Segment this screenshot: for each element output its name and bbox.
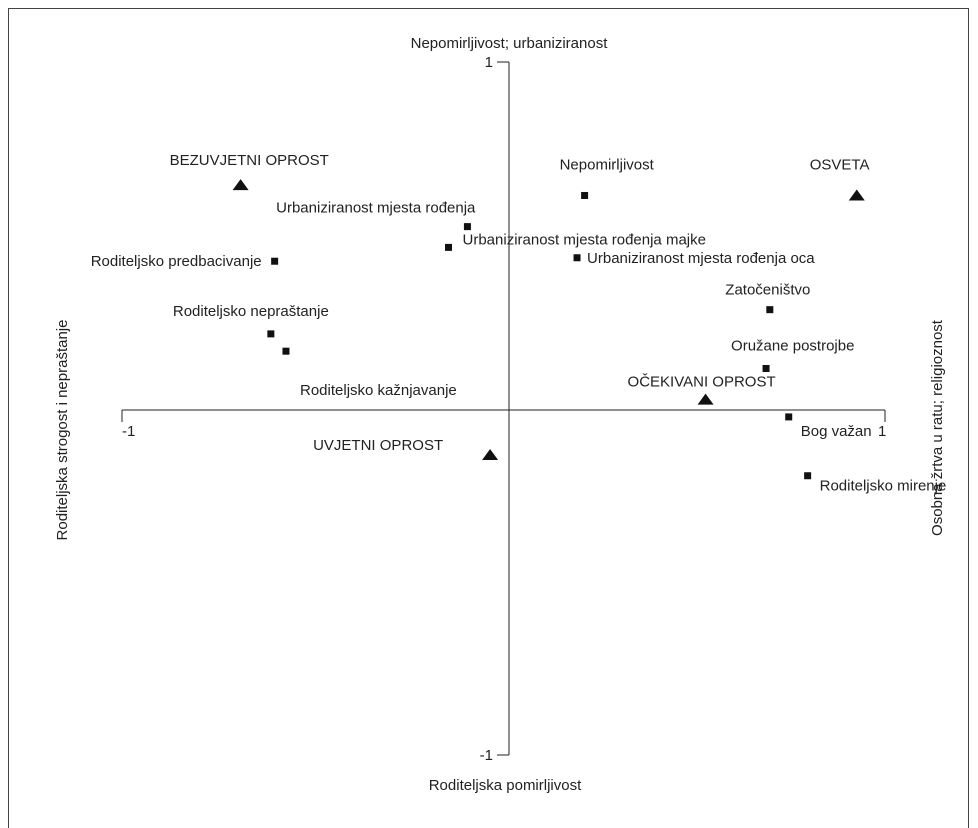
square-point-1 <box>463 223 471 231</box>
point-label: Oružane postrojbe <box>731 337 854 354</box>
point-label: Urbaniziranost mjesta rođenja majke <box>463 231 706 248</box>
point-label: Roditeljsko kažnjavanje <box>300 382 457 399</box>
point-label: Urbaniziranost mjesta rođenja <box>276 200 476 217</box>
square-point-8 <box>762 364 770 372</box>
axes <box>121 61 886 756</box>
x-tick-max: 1 <box>878 423 886 440</box>
point-label: Nepomirljivost <box>560 156 655 173</box>
point-label: Zatočeništvo <box>725 282 810 299</box>
point-label: OSVETA <box>810 156 870 173</box>
square-point-3 <box>573 254 581 262</box>
y-tick-min: -1 <box>480 747 493 764</box>
square-point-6 <box>267 330 275 338</box>
axis-label-right: Osobna žrtva u ratu; religioznost <box>929 319 946 536</box>
triangle-point-3 <box>482 448 499 460</box>
point-label: UVJETNI OPROST <box>313 437 443 454</box>
axis-label-bottom: Roditeljska pomirljivost <box>429 777 582 794</box>
triangle-point-2 <box>697 393 714 405</box>
point-label: Roditeljsko mirenje <box>820 478 947 495</box>
square-point-5 <box>766 306 774 314</box>
square-point-4 <box>271 257 279 265</box>
square-point-2 <box>445 243 453 251</box>
y-tick-max: 1 <box>485 54 493 71</box>
point-label: Urbaniziranost mjesta rođenja oca <box>587 250 815 267</box>
chart-marks: Nepomirljivost Urbaniziranost mjesta rođe… <box>91 152 947 495</box>
axis-label-left: Roditeljska strogost i nepraštanje <box>54 320 71 541</box>
square-point-11 <box>804 472 812 480</box>
square-point-0 <box>581 191 589 199</box>
point-label: OČEKIVANI OPROST <box>628 374 776 391</box>
point-label: Roditeljsko predbacivanje <box>91 253 262 270</box>
axis-label-top: Nepomirljivost; urbaniziranost <box>411 35 609 52</box>
square-point-7 <box>282 347 290 355</box>
triangle-point-1 <box>848 189 865 201</box>
point-label: Bog važan <box>801 423 872 440</box>
x-tick-min: -1 <box>122 423 135 440</box>
point-label: Roditeljsko nepraštanje <box>173 303 329 320</box>
square-point-10 <box>785 413 793 421</box>
triangle-point-0 <box>232 179 249 191</box>
chart-frame <box>8 8 969 828</box>
point-label: BEZUVJETNI OPROST <box>170 152 329 169</box>
